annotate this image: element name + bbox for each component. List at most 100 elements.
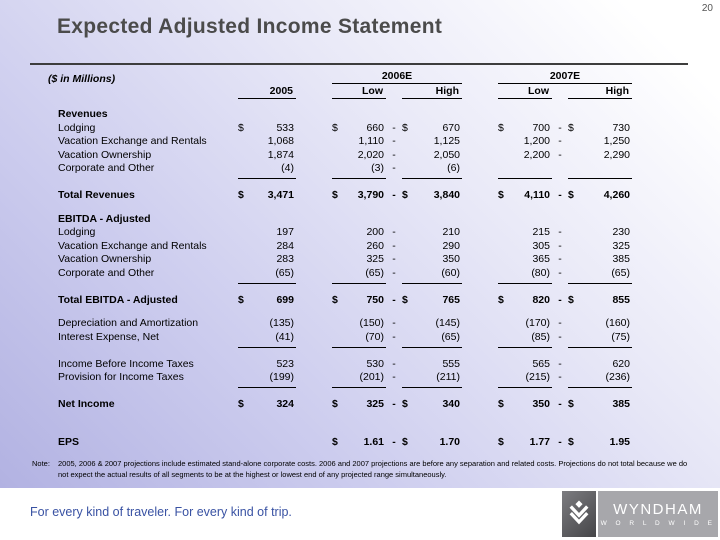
cell-2005: 197	[276, 226, 294, 238]
spacer	[462, 162, 498, 179]
table-column-header-row: 2005 Low High Low High	[58, 84, 632, 99]
dash-2007: -	[558, 371, 562, 383]
cell-2006-low: $750	[332, 293, 384, 306]
dash-2007: -	[558, 330, 562, 343]
dash-2007: -	[558, 357, 562, 370]
dash-2006: -	[392, 239, 396, 252]
cell-2006-high: 210	[442, 226, 460, 238]
cell-2006-low: (70)	[332, 331, 386, 348]
cell-2005: (199)	[238, 371, 296, 388]
cell-2007-low: 1,200	[523, 135, 550, 147]
cell-2007-low: $4,110	[498, 189, 550, 201]
dash-2006: -	[392, 121, 396, 134]
cell-2007-low: 565	[532, 357, 550, 370]
row-label: Provision for Income Taxes	[58, 371, 184, 383]
cell-2006-high: 1,125	[433, 135, 460, 147]
cell-2007-low	[498, 213, 552, 227]
cell-2005: (65)	[238, 267, 296, 284]
cell-2007-high: $855	[568, 293, 630, 306]
cell-2006-high: 290	[442, 239, 460, 252]
cell-2007-low: 365	[532, 253, 550, 265]
row-label: Lodging	[58, 226, 96, 238]
cell-2005	[238, 213, 296, 227]
table-row: Interest Expense, Net (41) (70) - (65) (85) -(…	[58, 331, 632, 348]
table-row: Total EBITDA - Adjusted $699 $750- $765 $820…	[58, 294, 632, 308]
spacer	[296, 398, 332, 412]
spacer	[296, 189, 332, 203]
spacer	[462, 358, 498, 372]
table-row: Total Revenues $3,471 $3,790- $3,840 $4,110-…	[58, 189, 632, 203]
cell-2006-high: $670	[402, 121, 460, 134]
cell-2005	[238, 436, 296, 450]
cell-2006-low: 2,020	[357, 148, 384, 161]
table-row: Lodging 197 200-210 215-230	[58, 226, 632, 240]
cell-2007-low: 215	[532, 226, 550, 238]
table-row: Lodging $533 $660- $670 $700- $730	[58, 122, 632, 136]
cell-2006-low: 325	[366, 253, 384, 265]
dash-2006	[386, 108, 402, 122]
spacer	[462, 317, 498, 331]
spacer	[296, 149, 332, 163]
col-header-2007-high: High	[568, 85, 632, 99]
cell-2006-high	[402, 213, 462, 227]
row-label: Vacation Exchange and Rentals	[58, 135, 207, 147]
cell-2005: $533	[238, 121, 294, 134]
col-header-2005: 2005	[238, 85, 296, 99]
spacer	[296, 436, 332, 450]
spacer	[296, 294, 332, 308]
cell-2007-high: 1,250	[603, 135, 630, 147]
col-header-2006-high: High	[402, 85, 462, 99]
logo-mark-box	[562, 491, 596, 537]
cell-2007-low: $1.77	[498, 435, 550, 448]
cell-2006-low: 530	[366, 357, 384, 370]
spacer	[296, 213, 332, 227]
cell-2007-high: $730	[568, 121, 630, 134]
col-group-2006e: 2006E	[332, 70, 462, 84]
cell-2005: 1,068	[267, 135, 294, 147]
cell-2007-high: $4,260	[568, 189, 630, 201]
spacer	[296, 267, 332, 284]
cell-2007-low: 305	[532, 239, 550, 252]
wyndham-logo: WYNDHAM W O R L D W I D E	[562, 491, 718, 537]
spacer	[462, 122, 498, 136]
spacer	[296, 135, 332, 149]
dash-2007	[552, 162, 568, 179]
cell-2007-high: 2,290	[603, 148, 630, 161]
cell-2007-high	[568, 108, 632, 122]
table-row: Vacation Exchange and Rentals 1,068 1,110-…	[58, 135, 632, 149]
cell-2007-low: (215)	[498, 371, 552, 388]
row-label: EPS	[58, 435, 80, 448]
table-row: Income Before Income Taxes 523 530-555 565-…	[58, 358, 632, 372]
units-label: ($ in Millions)	[48, 73, 116, 85]
footnote-text: 2005, 2006 & 2007 projections include es…	[58, 459, 688, 480]
dash-2006: -	[392, 371, 396, 383]
dash-2006: -	[392, 266, 396, 279]
cell-2007-low: $700	[498, 121, 550, 134]
cell-2005: (4)	[238, 162, 296, 179]
cell-2005: $699	[238, 293, 294, 306]
table-row: Vacation Ownership 283 325-350 365-385	[58, 253, 632, 267]
spacer	[296, 317, 332, 331]
cell-2007-high	[568, 162, 632, 179]
table-body: Revenues Lodging $533 $660- $670 $700- $730 Vac…	[58, 108, 632, 449]
dash-2007: -	[558, 253, 562, 265]
cell-2006-high: $1.70	[402, 435, 460, 448]
cell-2007-high: $1.95	[568, 435, 630, 448]
row-label: Net Income	[58, 398, 115, 410]
spacer	[462, 213, 498, 227]
table-row: Corporate and Other (4) (3) - (6)	[58, 162, 632, 179]
cell-2007-high: 230	[612, 226, 630, 238]
row-label: Corporate and Other	[58, 266, 155, 279]
cell-2006-low: (150)	[359, 317, 384, 329]
row-label: Interest Expense, Net	[58, 330, 159, 343]
table-row: EBITDA - Adjusted	[58, 213, 632, 227]
cell-2007-high: (75)	[568, 331, 632, 348]
spacer	[296, 108, 332, 122]
cell-2005: $3,471	[238, 189, 294, 201]
dash-2007	[552, 213, 568, 227]
cell-2005	[238, 108, 296, 122]
cell-2006-high: $3,840	[402, 189, 460, 201]
dash-2007: -	[558, 435, 562, 448]
cell-2006-high: 555	[442, 357, 460, 370]
